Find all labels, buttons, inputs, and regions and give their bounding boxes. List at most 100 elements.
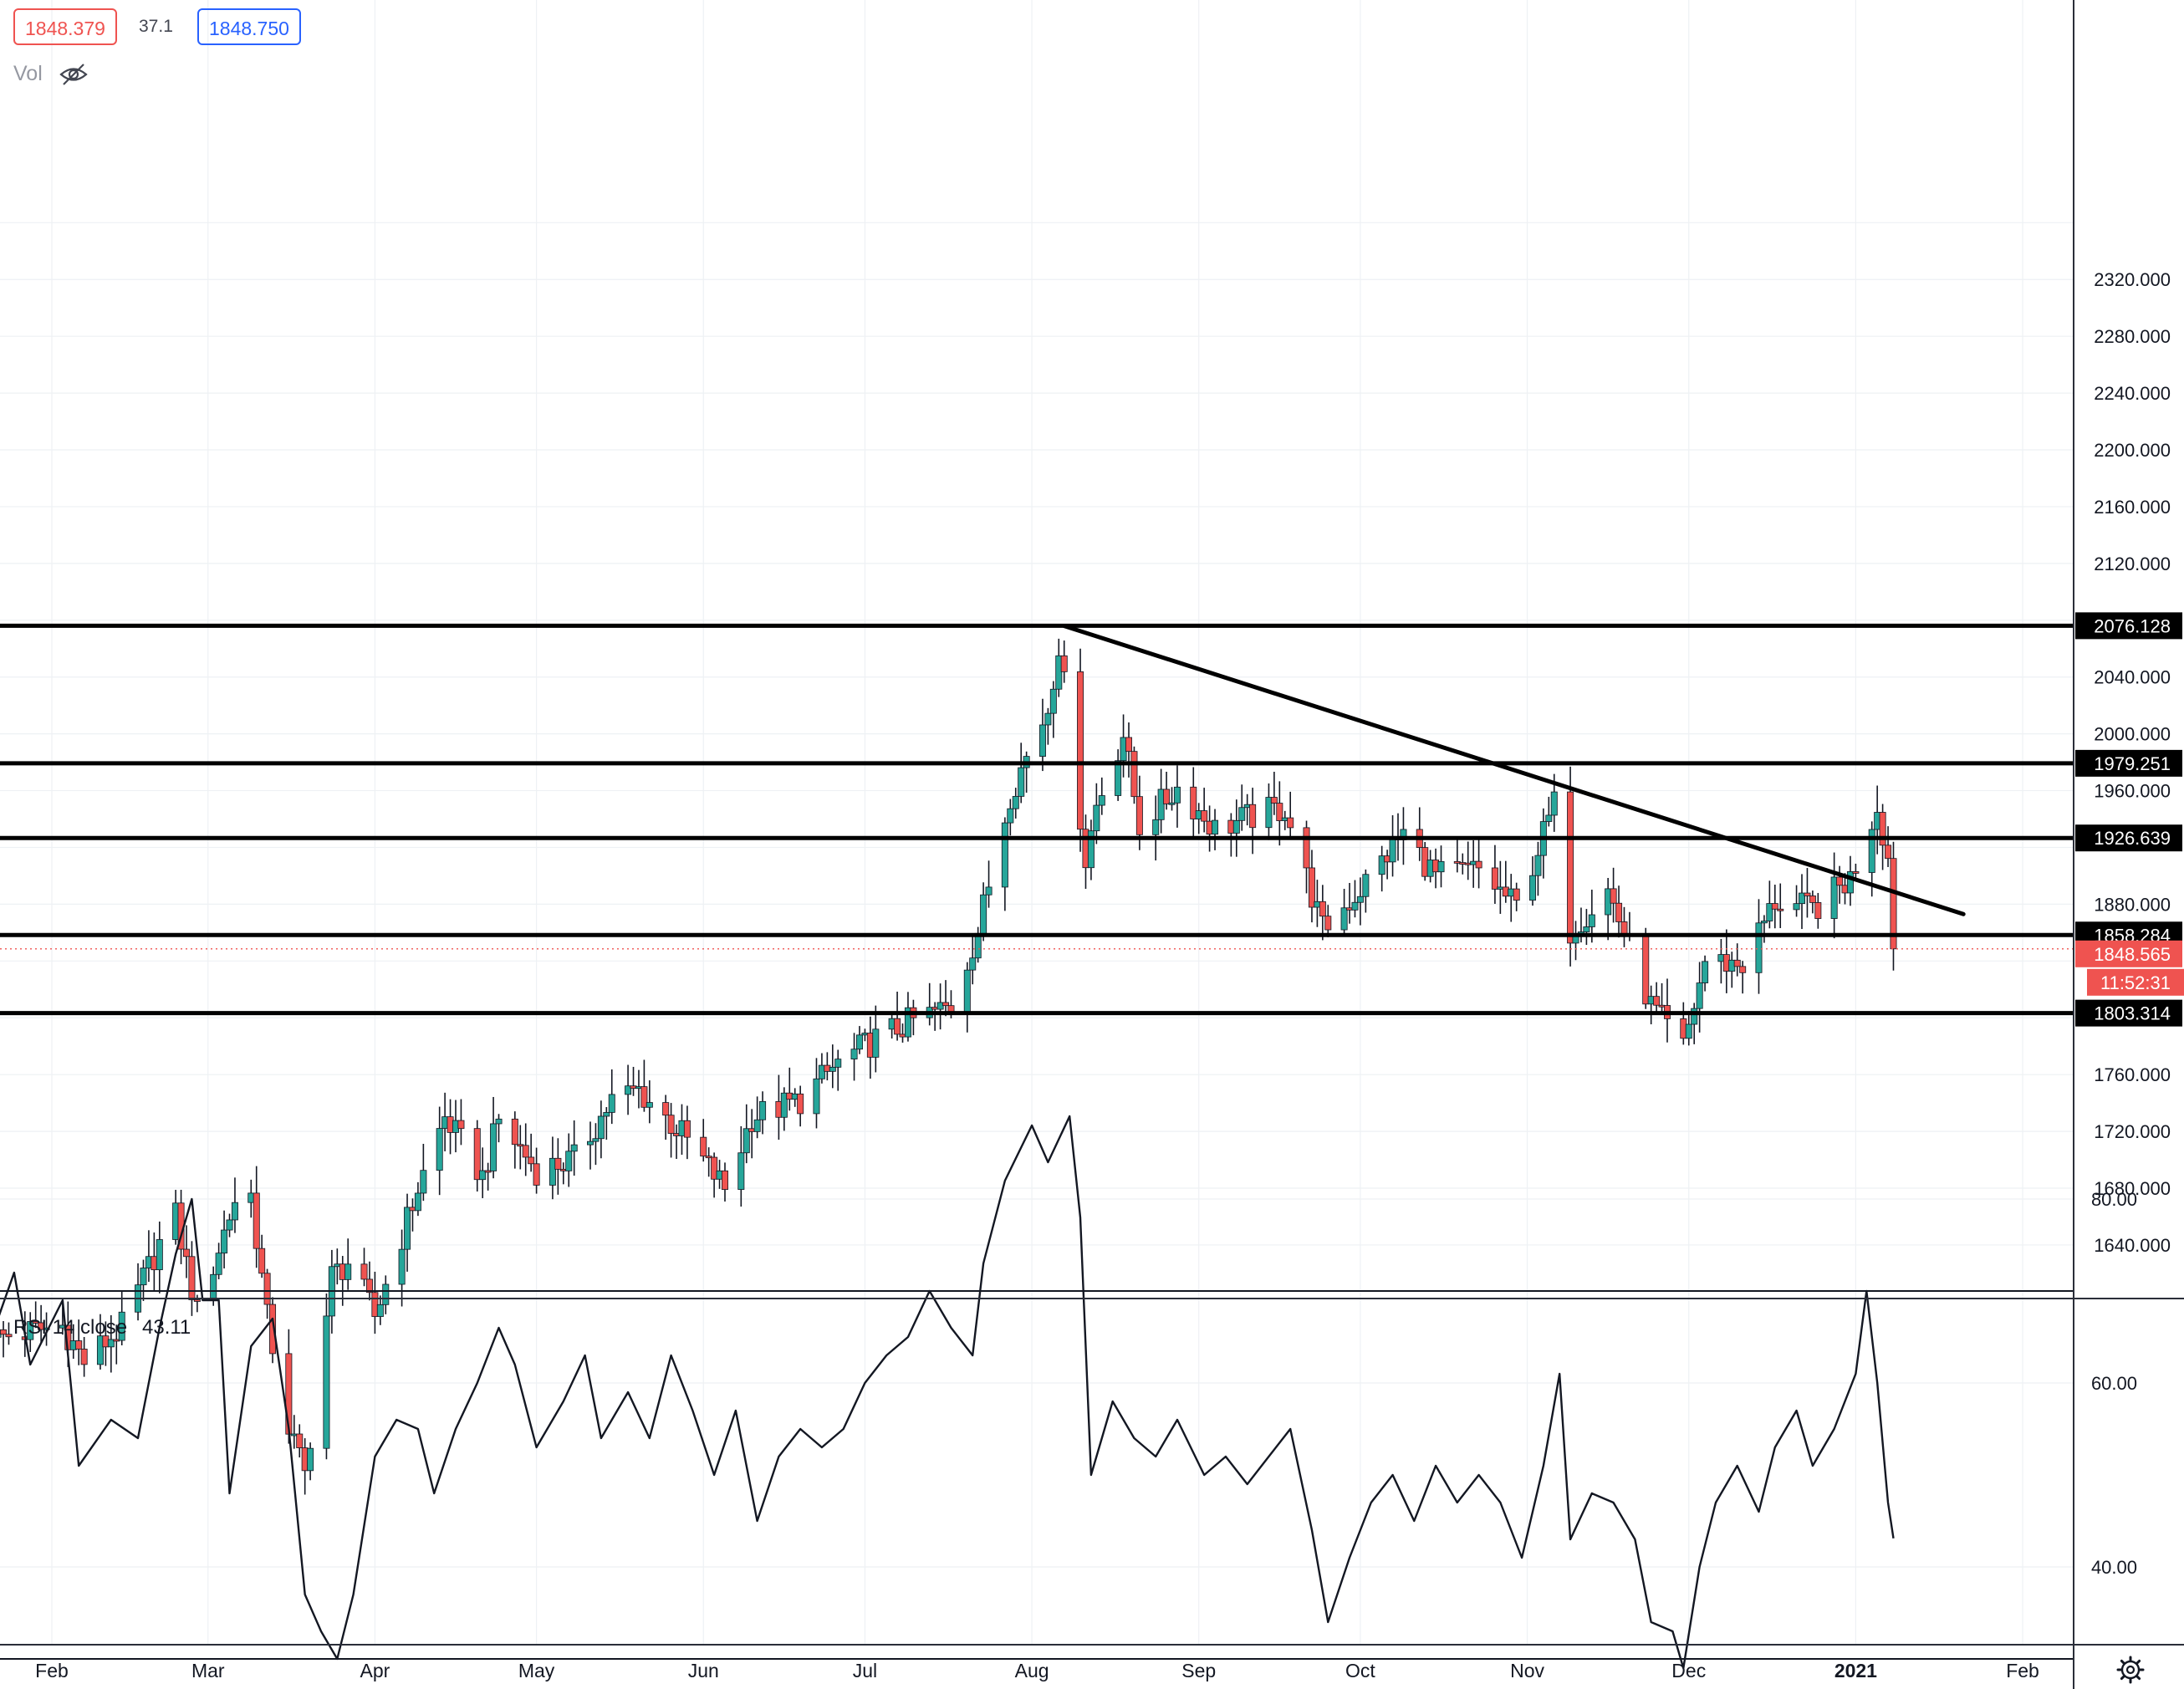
candle-body — [1696, 982, 1703, 1009]
candle-body — [253, 1192, 260, 1249]
candles — [0, 638, 2074, 1495]
candle-body — [1755, 922, 1763, 973]
candlestick — [360, 1248, 368, 1287]
candle-body — [404, 1207, 411, 1250]
candlestick — [296, 1424, 304, 1458]
candlestick — [1771, 885, 1778, 929]
candlestick — [1885, 826, 1892, 867]
candle-body — [307, 1447, 314, 1472]
candle-body — [118, 1311, 125, 1341]
countdown-label: 11:52:31 — [2100, 972, 2171, 993]
candlestick — [1049, 681, 1057, 738]
candle-body — [700, 1136, 707, 1157]
candlestick — [1012, 788, 1019, 819]
candlestick — [1055, 638, 1063, 697]
level-label-text: 2076.128 — [2094, 615, 2171, 636]
price-tick-label: 2160.000 — [2094, 497, 2171, 518]
candlestick — [942, 980, 950, 1017]
candle-body — [96, 1335, 104, 1365]
candle-body — [1798, 892, 1805, 905]
time-tick-label: Jun — [688, 1660, 719, 1681]
candlestick — [1201, 788, 1208, 833]
candle-body — [263, 1273, 271, 1305]
candle-body — [753, 1119, 761, 1132]
candle-body — [1324, 916, 1332, 931]
candlestick — [269, 1297, 277, 1364]
horizontal-levels[interactable] — [0, 623, 2074, 1016]
candlestick — [1212, 809, 1219, 850]
candlestick — [565, 1133, 573, 1187]
candlestick — [1130, 746, 1138, 804]
time-tick-label: May — [518, 1660, 555, 1681]
candle-body — [1038, 724, 1046, 757]
candlestick — [554, 1138, 562, 1195]
candle-body — [1685, 1023, 1692, 1039]
candle-body — [1287, 817, 1294, 829]
candle-body — [1098, 795, 1105, 806]
candlestick — [570, 1120, 578, 1176]
candle-body — [1232, 819, 1240, 834]
candlestick — [1793, 885, 1800, 917]
trendline[interactable] — [1062, 624, 1966, 916]
gear-icon[interactable] — [2116, 1656, 2145, 1684]
trend-line[interactable] — [1062, 624, 1966, 916]
candle-body — [344, 1263, 352, 1280]
candle-body — [1173, 786, 1181, 804]
candle-body — [549, 1157, 556, 1186]
candlestick — [1232, 799, 1240, 857]
candlestick — [1513, 882, 1520, 911]
candlestick — [640, 1059, 648, 1112]
rsi-indicator-label[interactable]: RSI 14 close — [13, 1316, 128, 1339]
candle-body — [1007, 808, 1014, 824]
candle-body — [226, 1219, 233, 1231]
candlestick — [1453, 836, 1461, 873]
candlestick — [1157, 768, 1165, 834]
price-tick-label: 1640.000 — [2094, 1235, 2171, 1256]
ask-price-badge[interactable]: 1848.750 — [197, 8, 301, 45]
price-tick-label: 1880.000 — [2094, 894, 2171, 915]
eye-slash-icon[interactable] — [59, 62, 89, 87]
candle-body — [1513, 888, 1520, 901]
time-tick-label: Feb — [35, 1660, 69, 1681]
candle-body — [834, 1059, 842, 1068]
candlestick — [1168, 787, 1176, 811]
candle-body — [156, 1239, 163, 1271]
candle-body — [603, 1112, 610, 1117]
candlestick — [1814, 892, 1822, 929]
candle-body — [1529, 875, 1537, 901]
grid — [0, 0, 2074, 1645]
candlestick — [737, 1125, 745, 1207]
candlestick — [985, 860, 992, 908]
candle-body — [1879, 812, 1886, 846]
candle-body — [646, 1102, 653, 1108]
candle-body — [872, 1028, 880, 1058]
candle-body — [1475, 860, 1482, 869]
candlestick — [1755, 899, 1763, 994]
candle-body — [1018, 767, 1025, 797]
bid-price-badge[interactable]: 1848.379 — [13, 8, 117, 45]
candle-body — [1362, 874, 1370, 897]
candle-body — [1836, 876, 1844, 886]
candle-body — [1809, 896, 1816, 903]
candle-body — [980, 894, 987, 934]
candle-body — [1212, 819, 1219, 835]
candlestick — [38, 1304, 45, 1343]
candlestick — [263, 1268, 271, 1319]
price-tick-label: 2040.000 — [2094, 667, 2171, 688]
candlestick — [1437, 845, 1445, 888]
candle-body — [1615, 902, 1623, 922]
price-tick-label: 2200.000 — [2094, 440, 2171, 461]
candle-body — [1534, 855, 1542, 876]
candle-body — [436, 1128, 443, 1171]
candlestick — [759, 1091, 767, 1135]
candlestick — [1351, 880, 1359, 918]
candle-body — [942, 1002, 950, 1007]
time-tick-label: Aug — [1015, 1660, 1049, 1681]
volume-label[interactable]: Vol — [13, 62, 43, 85]
candlestick — [1545, 796, 1553, 827]
candle-body — [742, 1128, 750, 1154]
candle-body — [587, 1140, 594, 1146]
candle-body — [1356, 896, 1364, 903]
candle-body — [1852, 871, 1860, 874]
